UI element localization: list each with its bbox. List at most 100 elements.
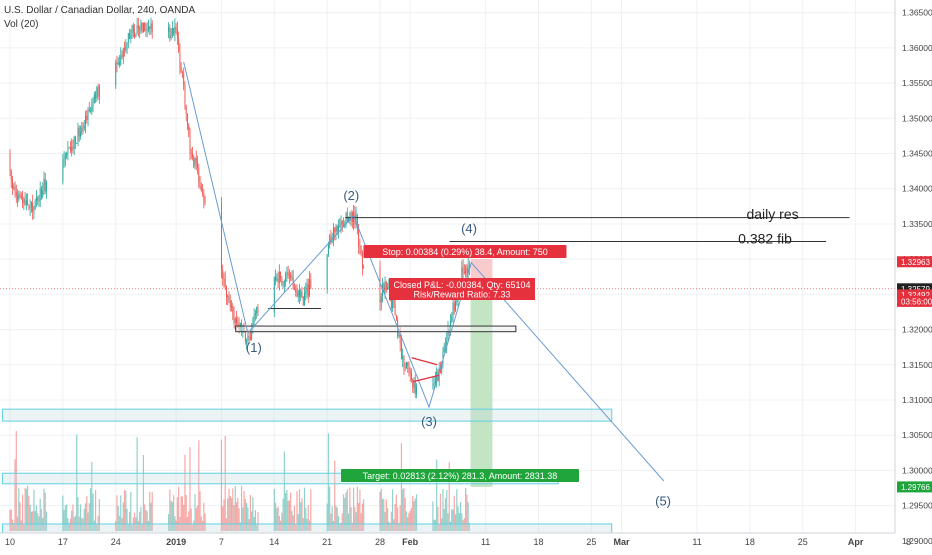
volume-bar [355, 512, 357, 531]
volume-bar [34, 510, 36, 531]
volume-bar [399, 505, 401, 531]
volume-bar [220, 439, 223, 531]
candle-body [119, 62, 120, 65]
volume-bar [330, 513, 332, 531]
volume-bar [449, 521, 452, 531]
volume-bar [356, 486, 358, 531]
candle-body [327, 244, 329, 255]
wedge-line[interactable] [411, 357, 438, 366]
closed-pnl-label: Closed P&L: -0.00384, Qty: 65104Risk/Rew… [389, 278, 535, 300]
volume-bar [23, 524, 25, 531]
volume-bar [394, 503, 396, 531]
candle-body [27, 200, 29, 205]
volume-bar [273, 488, 275, 531]
volume-bar [222, 506, 224, 531]
volume-bar [451, 508, 453, 531]
volume-bar [256, 524, 258, 531]
candle-body [39, 188, 41, 201]
candle-body [295, 289, 297, 293]
volume-bar [116, 495, 118, 531]
candle-body [220, 202, 222, 270]
candle-body [310, 279, 312, 289]
volume-bar [437, 507, 439, 531]
candle-body [37, 197, 39, 201]
volume-bar [292, 515, 294, 531]
volume-bar [149, 491, 151, 531]
candle-body [468, 265, 470, 268]
candle-body [340, 220, 342, 228]
volume-bar [10, 509, 12, 531]
range-box[interactable] [235, 325, 517, 333]
support-box[interactable] [1, 408, 613, 422]
volume-bar [21, 494, 24, 531]
stop-label-text: Stop: 0.00384 (0.29%) 38.4, Amount: 750 [382, 247, 548, 257]
candle-body [388, 286, 390, 288]
candle-body [187, 114, 188, 126]
volume-bar [254, 510, 257, 531]
candle-body [282, 284, 284, 285]
candle-body [287, 272, 289, 276]
volume-bar [223, 499, 225, 531]
time-tick-label: 28 [375, 537, 385, 547]
volume-bar [296, 491, 298, 531]
candle-body [360, 249, 362, 254]
candle-body [466, 268, 468, 275]
candle-body [361, 253, 363, 268]
candle-body [307, 284, 309, 296]
candle-body [115, 62, 117, 86]
volume-bar [169, 489, 171, 531]
volume-bar [131, 524, 133, 531]
candle-body [95, 93, 97, 99]
time-tick-label: 21 [322, 537, 332, 547]
candle-body [10, 171, 12, 180]
volume-bar [302, 518, 304, 531]
price-marker [897, 289, 932, 301]
volume-bar [397, 507, 399, 531]
volume-bar [439, 493, 442, 531]
volume-bar [244, 499, 246, 531]
volume-bar [63, 509, 65, 531]
candle-body [439, 369, 441, 373]
wave-label: (2) [343, 188, 359, 203]
volume-bar [310, 489, 312, 531]
wave-label: (5) [655, 494, 671, 509]
candle-body [302, 296, 304, 306]
candle-body [349, 217, 351, 221]
candle-body [408, 365, 410, 372]
volume-bar [71, 510, 73, 531]
wedge-line[interactable] [413, 374, 439, 383]
volume-bar [381, 498, 384, 531]
volume-bar [199, 491, 201, 531]
volume-bar [91, 461, 93, 531]
candle-body [236, 318, 237, 323]
volume-bar [467, 502, 469, 531]
candle-body [77, 127, 79, 143]
volume-bar [306, 518, 308, 531]
volume-bar [93, 520, 95, 531]
candle-body [73, 136, 75, 149]
volume-bar [40, 508, 43, 531]
candle-body [71, 146, 73, 152]
candle-body [309, 279, 310, 296]
candle-body [305, 291, 307, 294]
volume-bar [227, 498, 229, 531]
target-label: Target: 0.02813 (2.12%) 281.3, Amount: 2… [341, 469, 579, 482]
volume-bar [64, 505, 66, 531]
volume-bar [336, 507, 338, 531]
candle-body [248, 336, 250, 338]
support-box[interactable] [1, 523, 613, 535]
candle-body [300, 291, 302, 298]
candle-body [355, 215, 357, 224]
volume-bar [88, 503, 90, 531]
candle-body [467, 265, 469, 275]
candle-body [400, 343, 402, 360]
candle-body [72, 146, 74, 149]
candle-body [151, 23, 153, 32]
candle-body [451, 316, 453, 321]
volume-bar [379, 492, 381, 531]
candle-body [38, 200, 40, 202]
volume-bar [195, 508, 197, 531]
volume-bar [30, 511, 32, 531]
